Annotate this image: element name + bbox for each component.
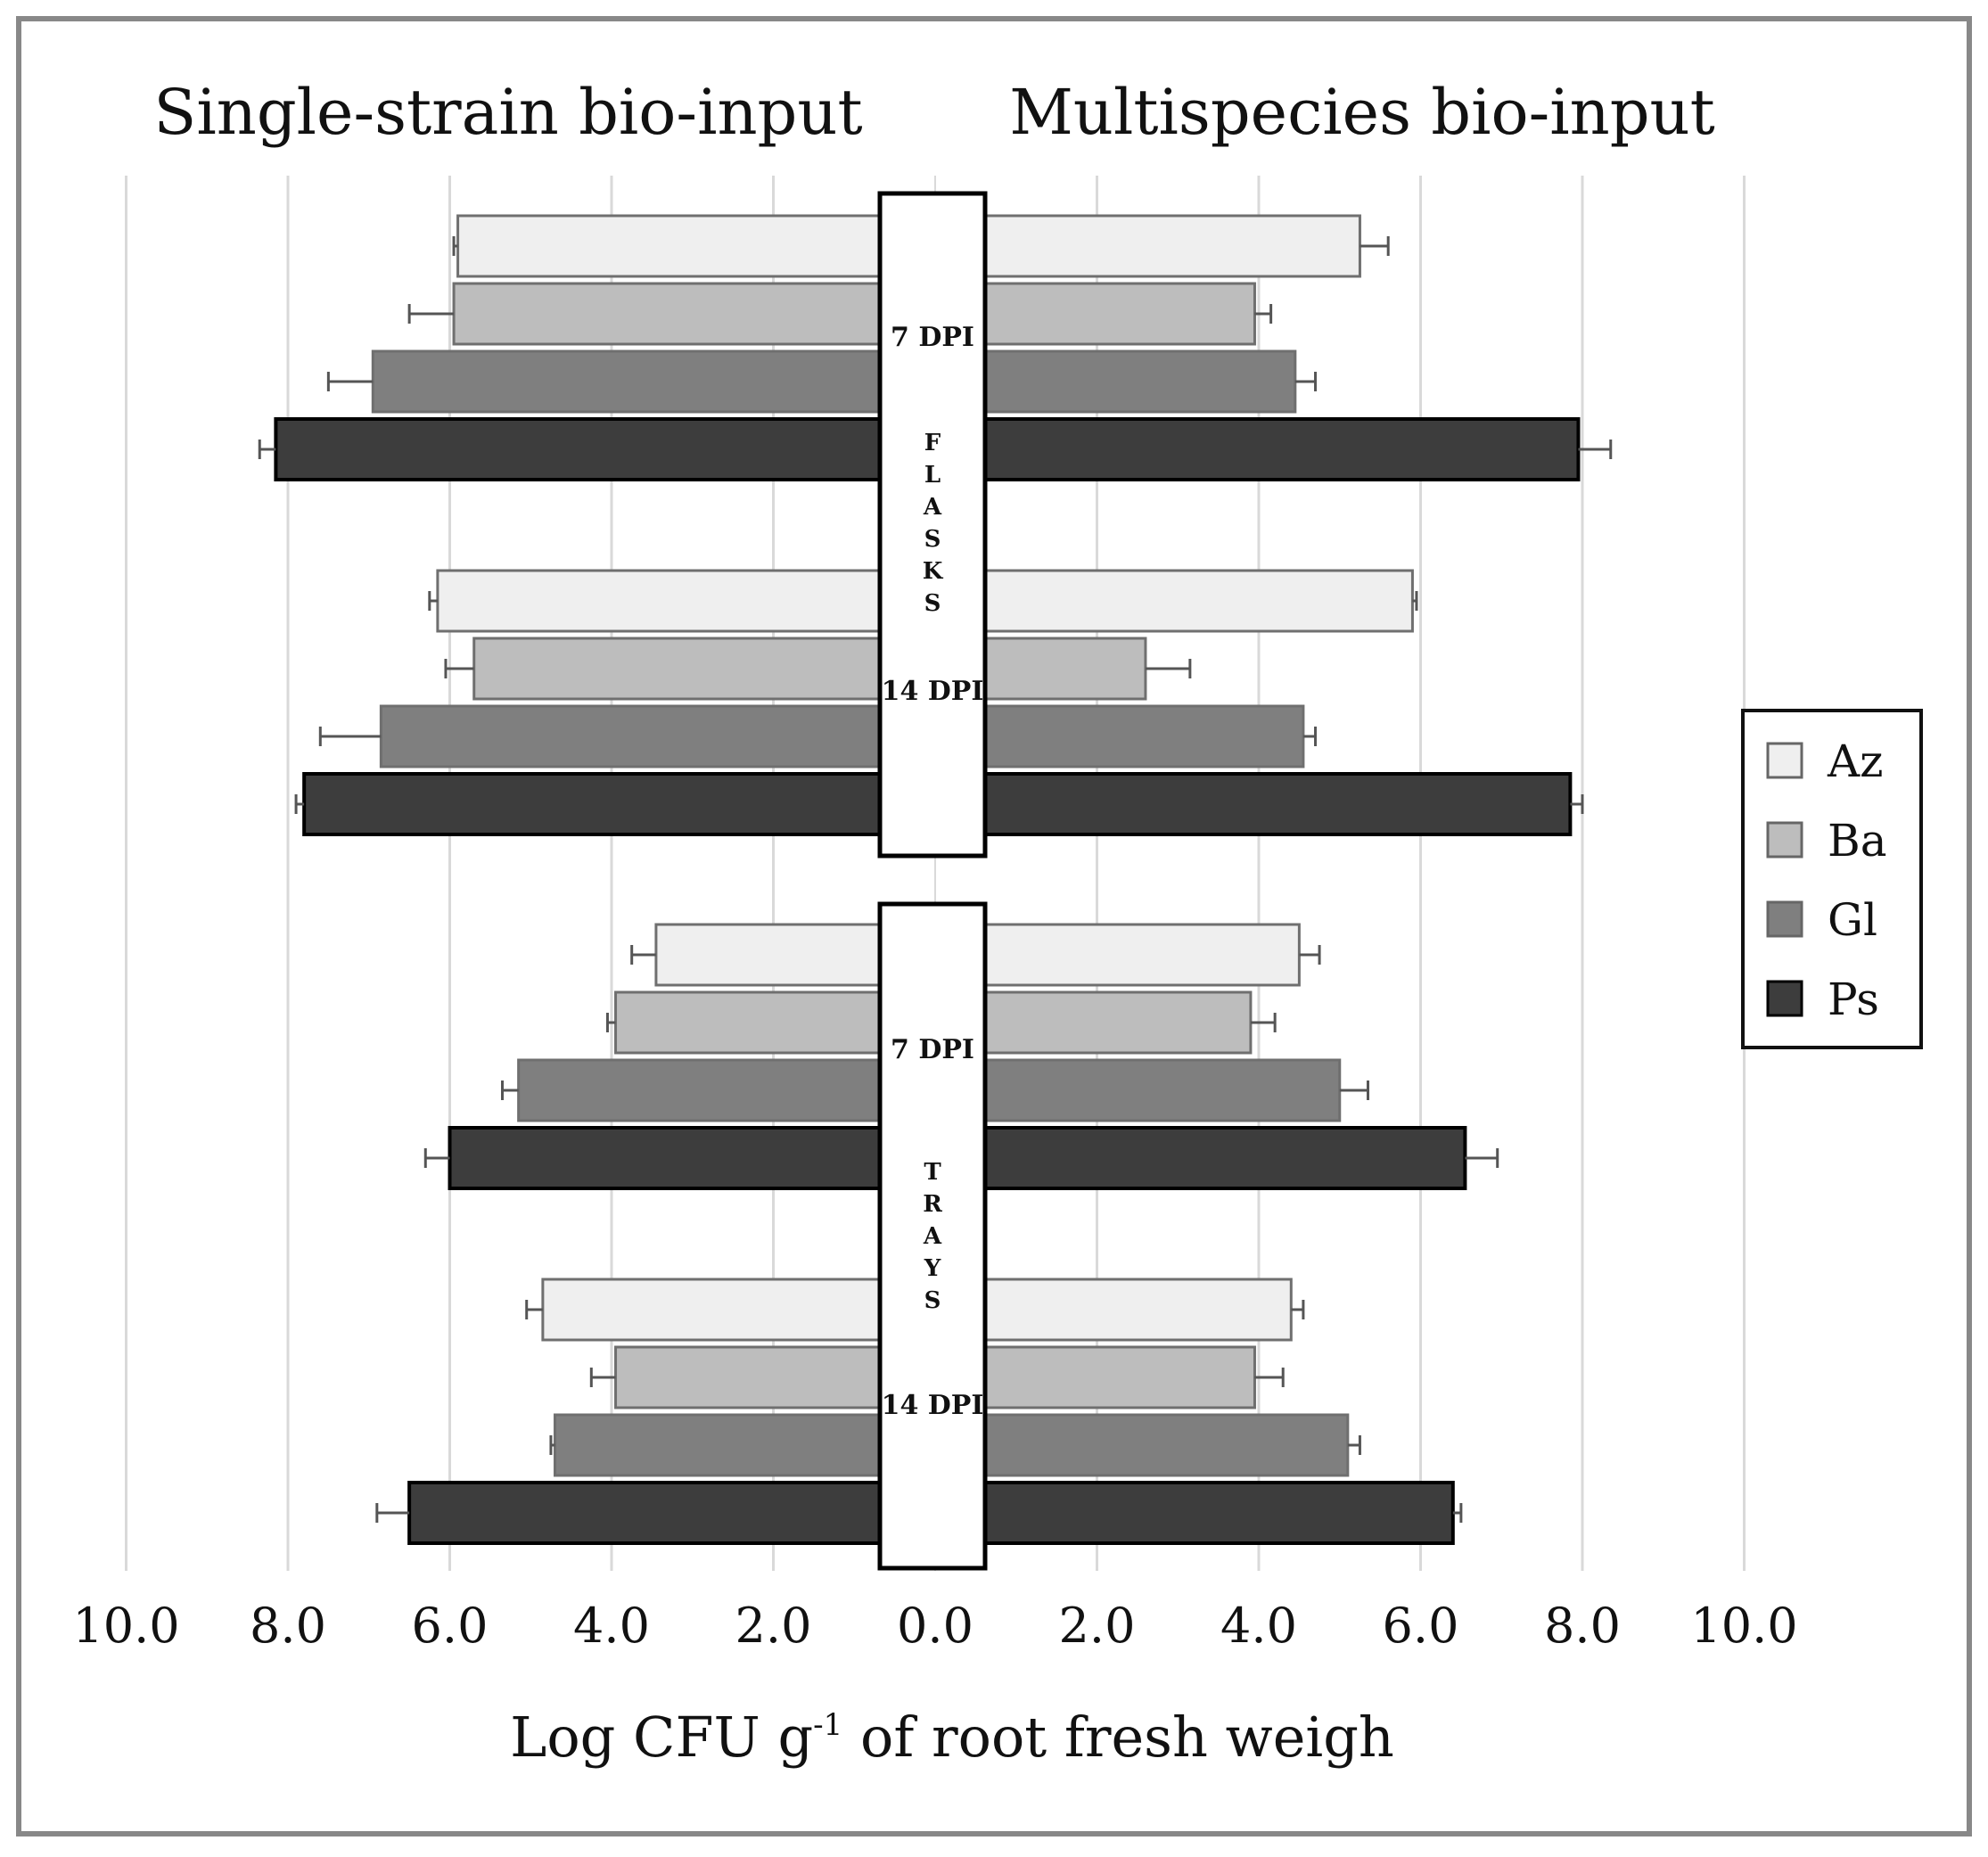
bar-multi-ba [933,1345,1256,1409]
block-name-letter: S [924,526,941,553]
block-name-letter: S [924,590,941,617]
block-name-letter: S [924,1287,941,1314]
bar-multi-az [933,1278,1293,1342]
bar-multi-ba [933,990,1253,1055]
block-name-letter: K [923,558,944,585]
bar-single-gl [553,1413,937,1477]
x-tick-label: 10.0 [72,1598,179,1654]
x-axis-label-sup: -1 [813,1707,842,1743]
x-axis-label: Log CFU g-1 of root fresh weigh [510,1705,1394,1770]
right-title: Multispecies bio-input [1009,76,1715,149]
legend-label-gl: Gl [1828,894,1877,946]
bar-multi-ps [933,1126,1467,1190]
bar-single-ps [407,1481,937,1545]
dpi-label: 7 DPI [891,322,974,353]
x-tick-label: 6.0 [412,1598,489,1654]
block-panel-trays [877,901,988,1571]
dpi-label: 14 DPI [882,1390,984,1421]
bar-single-ba [472,637,937,701]
x-tick-label: 4.0 [1220,1598,1297,1654]
block-name-letter: L [924,462,941,489]
x-axis-label-tail: of root fresh weigh [842,1705,1394,1770]
x-tick-label: 10.0 [1690,1598,1797,1654]
bar-multi-ba [933,282,1256,346]
legend-swatch-az [1766,742,1803,779]
x-tick-label: 2.0 [735,1598,812,1654]
bar-single-az [541,1278,937,1342]
block-name-letter: A [923,1223,942,1250]
block-panel-flasks [877,191,988,859]
bar-single-ps [274,417,937,481]
bar-multi-gl [933,1058,1342,1122]
bar-single-az [456,214,937,278]
legend-label-az: Az [1827,735,1883,787]
error-bars [258,236,1613,1523]
bar-single-ps [302,772,937,836]
bar-single-gl [517,1058,937,1122]
x-tick-label: 2.0 [1059,1598,1136,1654]
dpi-label: 14 DPI [882,676,984,707]
bar-multi-gl [933,704,1305,768]
legend-label-ps: Ps [1828,974,1879,1025]
dpi-label: 7 DPI [891,1034,974,1065]
bar-single-ps [448,1126,937,1190]
bar-multi-ps [933,1481,1455,1545]
bar-multi-ps [933,772,1573,836]
x-tick-label: 4.0 [573,1598,650,1654]
bar-single-gl [379,704,937,768]
legend: Az Ba Gl Ps [1741,709,1923,1049]
x-axis-label-main: Log CFU g [510,1705,813,1770]
bar-single-ba [452,282,937,346]
x-tick-label: 0.0 [897,1598,973,1654]
bar-multi-gl [933,349,1297,414]
left-title: Single-strain bio-input [153,76,862,149]
x-tick-label: 6.0 [1383,1598,1459,1654]
block-name-letter: T [924,1159,941,1186]
legend-swatch-ps [1766,980,1803,1017]
bar-single-gl [371,349,937,414]
block-name-letter: F [924,430,941,456]
legend-swatch-gl [1766,900,1803,938]
legend-label-ba: Ba [1828,815,1887,867]
block-name-letter: Y [924,1255,941,1282]
x-tick-label: 8.0 [1544,1598,1621,1654]
block-name-letter: A [923,494,942,521]
bar-single-az [436,569,937,633]
bar-multi-az [933,214,1361,278]
bar-multi-gl [933,1413,1350,1477]
x-tick-label: 8.0 [250,1598,326,1654]
bar-multi-az [933,923,1301,987]
bar-multi-az [933,569,1414,633]
block-name-letter: R [923,1191,942,1218]
legend-swatch-ba [1766,821,1803,859]
bar-multi-ps [933,417,1581,481]
x-tick-labels: 10.0 8.0 6.0 4.0 2.0 0.0 2.0 4.0 6.0 8.0 10.0 [72,1598,1797,1654]
